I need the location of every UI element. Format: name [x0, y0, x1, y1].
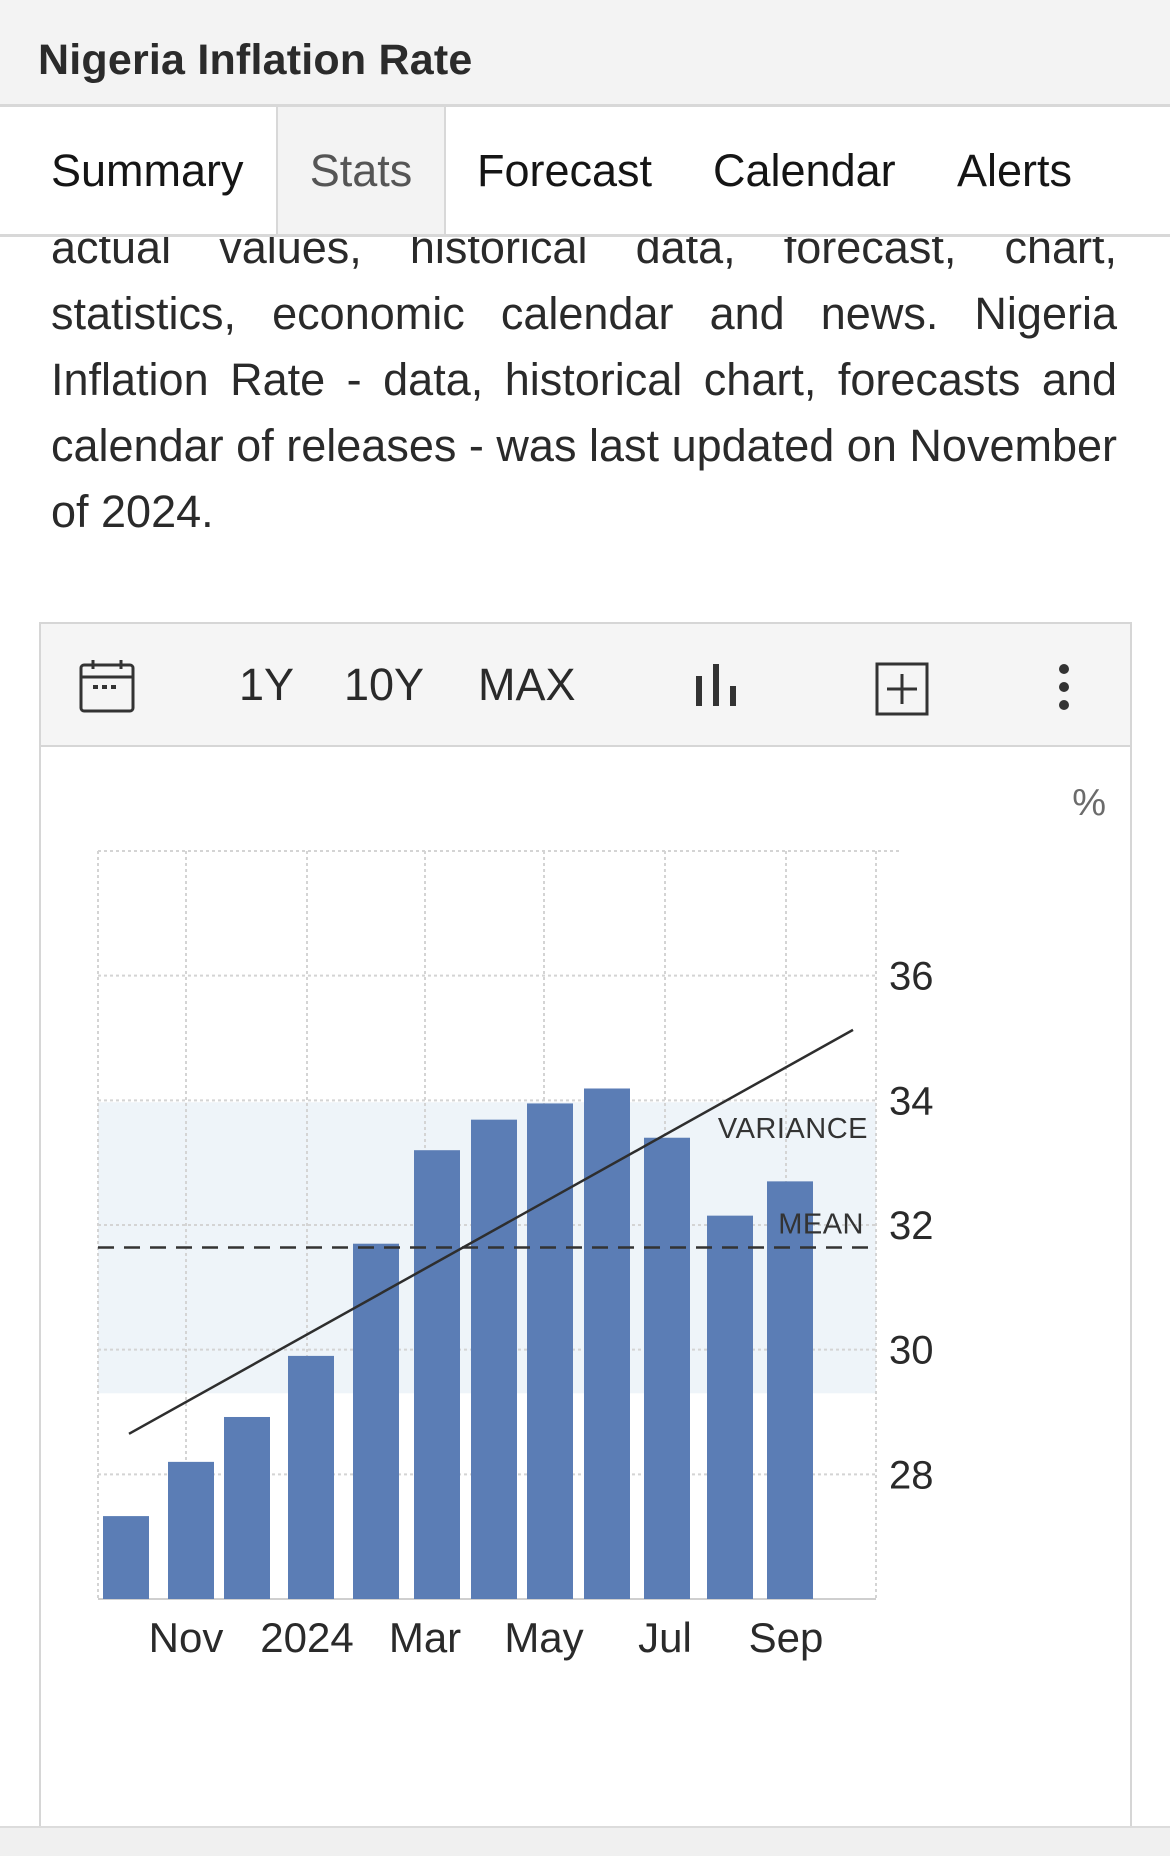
bar-oct-2023 [103, 1516, 149, 1599]
tab-forecast[interactable]: Forecast [477, 145, 653, 196]
x-tick-label: Nov [149, 1614, 224, 1661]
y-tick-label: 34 [889, 1079, 934, 1123]
bar-jun-2024 [584, 1088, 630, 1599]
range-max-button[interactable]: MAX [478, 659, 576, 710]
more-options-icon[interactable] [1056, 664, 1072, 710]
chart-card: 1Y 10Y MAX % 28 30 32 34 36 M [39, 622, 1132, 1856]
calendar-icon[interactable] [79, 659, 135, 715]
tab-stats[interactable]: Stats [276, 107, 446, 234]
tab-bar: Summary Stats Forecast Calendar Alerts [0, 107, 1170, 237]
bar-chart: 28 30 32 34 36 MEAN VARIANCE Nov 2024 Mar May Jul Se… [97, 850, 934, 1661]
x-tick-label: Sep [749, 1614, 824, 1661]
chart-unit-label: % [1072, 782, 1106, 824]
range-1y-button[interactable]: 1Y [239, 659, 295, 710]
x-tick-label: May [504, 1614, 583, 1661]
title-bar: Nigeria Inflation Rate [0, 0, 1170, 107]
trend-line [128, 1028, 854, 1435]
description-text: actual values, historical data, forecast… [51, 237, 1117, 537]
range-10y-button[interactable]: 10Y [344, 659, 425, 710]
bar-apr-2024 [471, 1119, 517, 1599]
tab-calendar[interactable]: Calendar [713, 145, 896, 196]
bar-feb-2024 [353, 1243, 399, 1599]
y-tick-label: 30 [889, 1329, 934, 1373]
bar-jan-2024 [288, 1355, 334, 1599]
bar-sep-2024 [767, 1181, 813, 1599]
add-indicator-icon[interactable] [875, 662, 929, 716]
bar-nov-2023 [168, 1461, 214, 1599]
page-title: Nigeria Inflation Rate [38, 36, 473, 84]
y-tick-label: 32 [889, 1204, 934, 1248]
tab-summary[interactable]: Summary [51, 145, 244, 196]
bar-mar-2024 [414, 1150, 460, 1599]
chart-toolbar: 1Y 10Y MAX [41, 624, 1130, 747]
tab-alerts[interactable]: Alerts [957, 145, 1073, 196]
variance-label: VARIANCE [718, 1113, 868, 1145]
bar-chart-icon[interactable] [694, 662, 738, 708]
bar-aug-2024 [707, 1215, 753, 1599]
bar-jul-2024 [644, 1137, 690, 1599]
bar-may-2024 [527, 1103, 573, 1599]
y-tick-label: 28 [889, 1453, 934, 1497]
bottom-strip [0, 1826, 1170, 1856]
description-section: actual values, historical data, forecast… [0, 237, 1170, 597]
x-tick-label: Mar [389, 1614, 461, 1661]
x-tick-label: Jul [638, 1614, 692, 1661]
x-tick-label: 2024 [260, 1614, 353, 1661]
bar-dec-2023 [224, 1416, 270, 1599]
y-tick-label: 36 [889, 955, 934, 999]
mean-label: MEAN [778, 1208, 864, 1240]
